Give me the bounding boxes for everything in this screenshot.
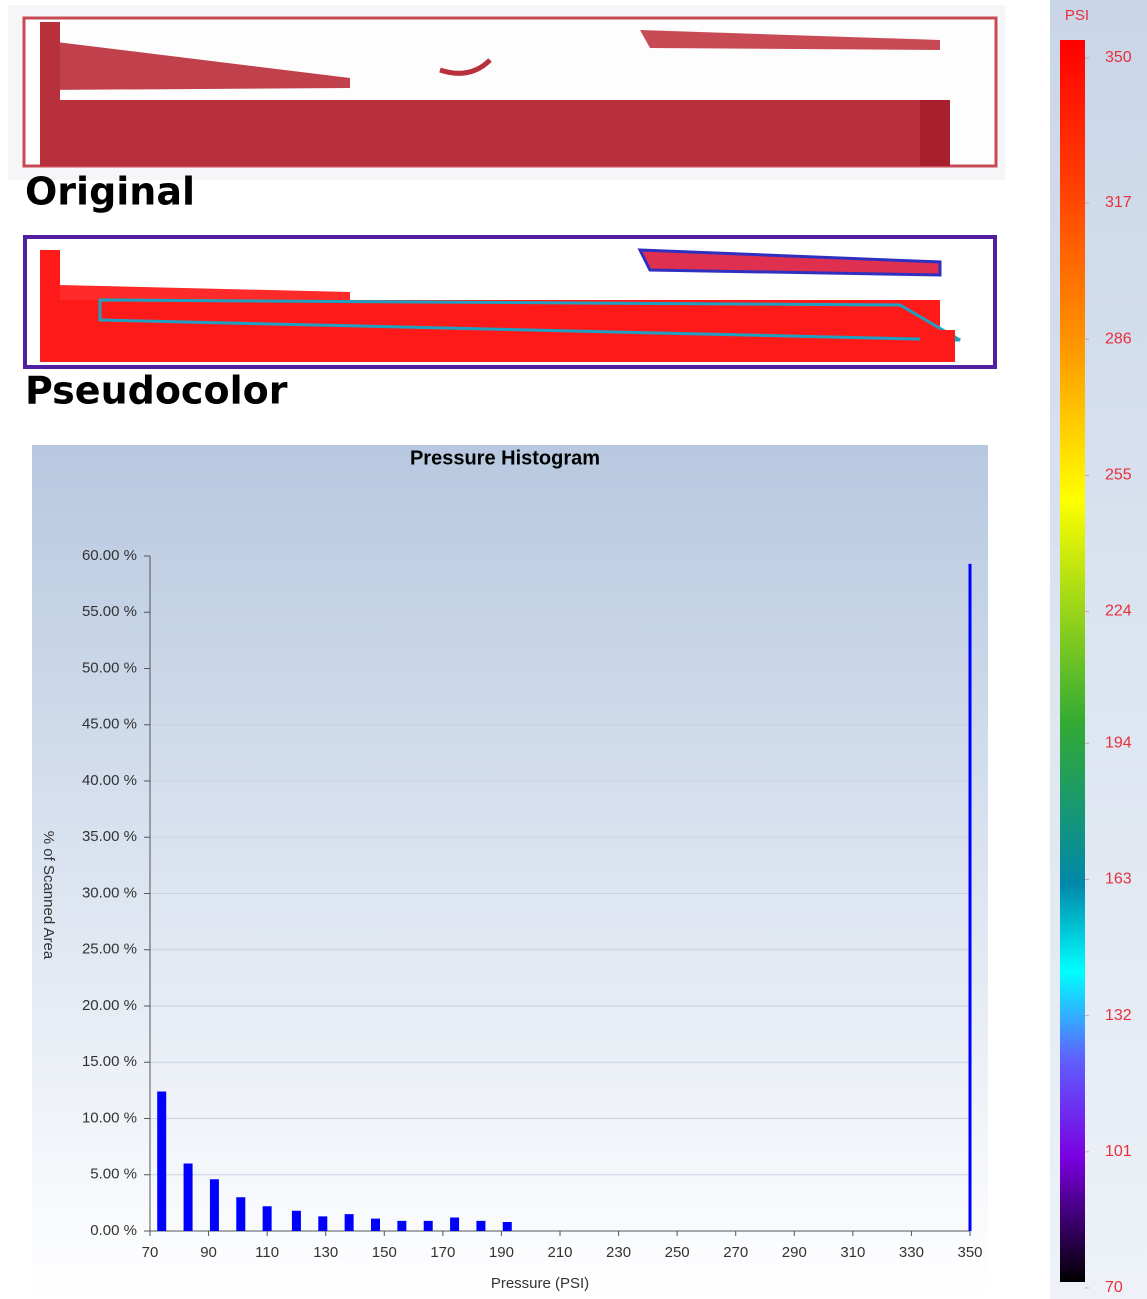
bar xyxy=(318,1216,328,1231)
x-tick-label: 350 xyxy=(957,1244,982,1261)
x-axis-label: Pressure (PSI) xyxy=(491,1275,589,1292)
bar xyxy=(423,1220,433,1231)
bar xyxy=(371,1218,380,1231)
x-tick-label: 290 xyxy=(782,1244,807,1261)
x-tick-label: 230 xyxy=(606,1244,631,1261)
colorbar xyxy=(1060,40,1085,1282)
bar xyxy=(209,1179,219,1231)
x-tick-label: 170 xyxy=(430,1244,455,1261)
x-tick-label: 210 xyxy=(547,1244,572,1261)
bar xyxy=(344,1214,354,1231)
colorbar-title: PSI xyxy=(1065,7,1089,24)
bar xyxy=(183,1163,193,1231)
y-tick-label: 60.00 % xyxy=(82,547,137,564)
y-tick-label: 45.00 % xyxy=(82,716,137,733)
bar xyxy=(397,1220,407,1231)
x-tick-label: 190 xyxy=(489,1244,514,1261)
y-tick-label: 50.00 % xyxy=(82,659,137,676)
bar xyxy=(236,1197,246,1231)
y-tick-label: 40.00 % xyxy=(82,772,137,789)
y-axis-label: % of Scanned Area xyxy=(40,831,57,960)
colorbar-tick-label: 163 xyxy=(1105,871,1132,888)
y-tick-label: 10.00 % xyxy=(82,1109,137,1126)
y-tick-label: 30.00 % xyxy=(82,884,137,901)
bar xyxy=(157,1091,167,1231)
x-tick-label: 130 xyxy=(313,1244,338,1261)
x-tick-label: 250 xyxy=(665,1244,690,1261)
bar xyxy=(450,1217,460,1231)
x-tick-label: 150 xyxy=(372,1244,397,1261)
colorbar-tick-label: 132 xyxy=(1105,1007,1132,1024)
colorbar-tick-label: 101 xyxy=(1105,1143,1132,1160)
x-tick-label: 310 xyxy=(840,1244,865,1261)
pseudocolor-image xyxy=(23,235,997,369)
x-tick-label: 110 xyxy=(255,1244,279,1261)
y-tick-label: 5.00 % xyxy=(90,1166,137,1183)
y-tick-label: 20.00 % xyxy=(82,997,137,1014)
colorbar-tick-label: 194 xyxy=(1105,735,1132,752)
x-tick-label: 270 xyxy=(723,1244,748,1261)
bar xyxy=(476,1220,486,1231)
original-label: Original xyxy=(25,170,195,214)
y-tick-label: 55.00 % xyxy=(82,603,137,620)
y-tick-label: 35.00 % xyxy=(82,828,137,845)
bar xyxy=(291,1210,301,1231)
colorbar-tick-label: 317 xyxy=(1105,194,1132,211)
y-tick-label: 0.00 % xyxy=(90,1222,137,1239)
colorbar-tick-label: 70 xyxy=(1105,1279,1123,1296)
x-tick-label: 70 xyxy=(142,1244,159,1261)
original-image xyxy=(8,5,1005,180)
pseudocolor-label: Pseudocolor xyxy=(25,369,288,413)
x-tick-label: 330 xyxy=(899,1244,924,1261)
colorbar-tick-label: 286 xyxy=(1105,330,1132,347)
y-tick-label: 15.00 % xyxy=(82,1053,137,1070)
chart-title: Pressure Histogram xyxy=(410,447,600,469)
colorbar-tick-label: 224 xyxy=(1105,603,1132,620)
colorbar-tick-label: 255 xyxy=(1105,467,1132,484)
colorbar-tick-label: 350 xyxy=(1105,49,1132,66)
bar xyxy=(502,1222,512,1231)
bar xyxy=(968,563,972,1231)
y-tick-label: 25.00 % xyxy=(82,941,137,958)
chart-panel xyxy=(32,445,988,1297)
x-tick-label: 90 xyxy=(200,1244,217,1261)
bar xyxy=(262,1206,272,1231)
